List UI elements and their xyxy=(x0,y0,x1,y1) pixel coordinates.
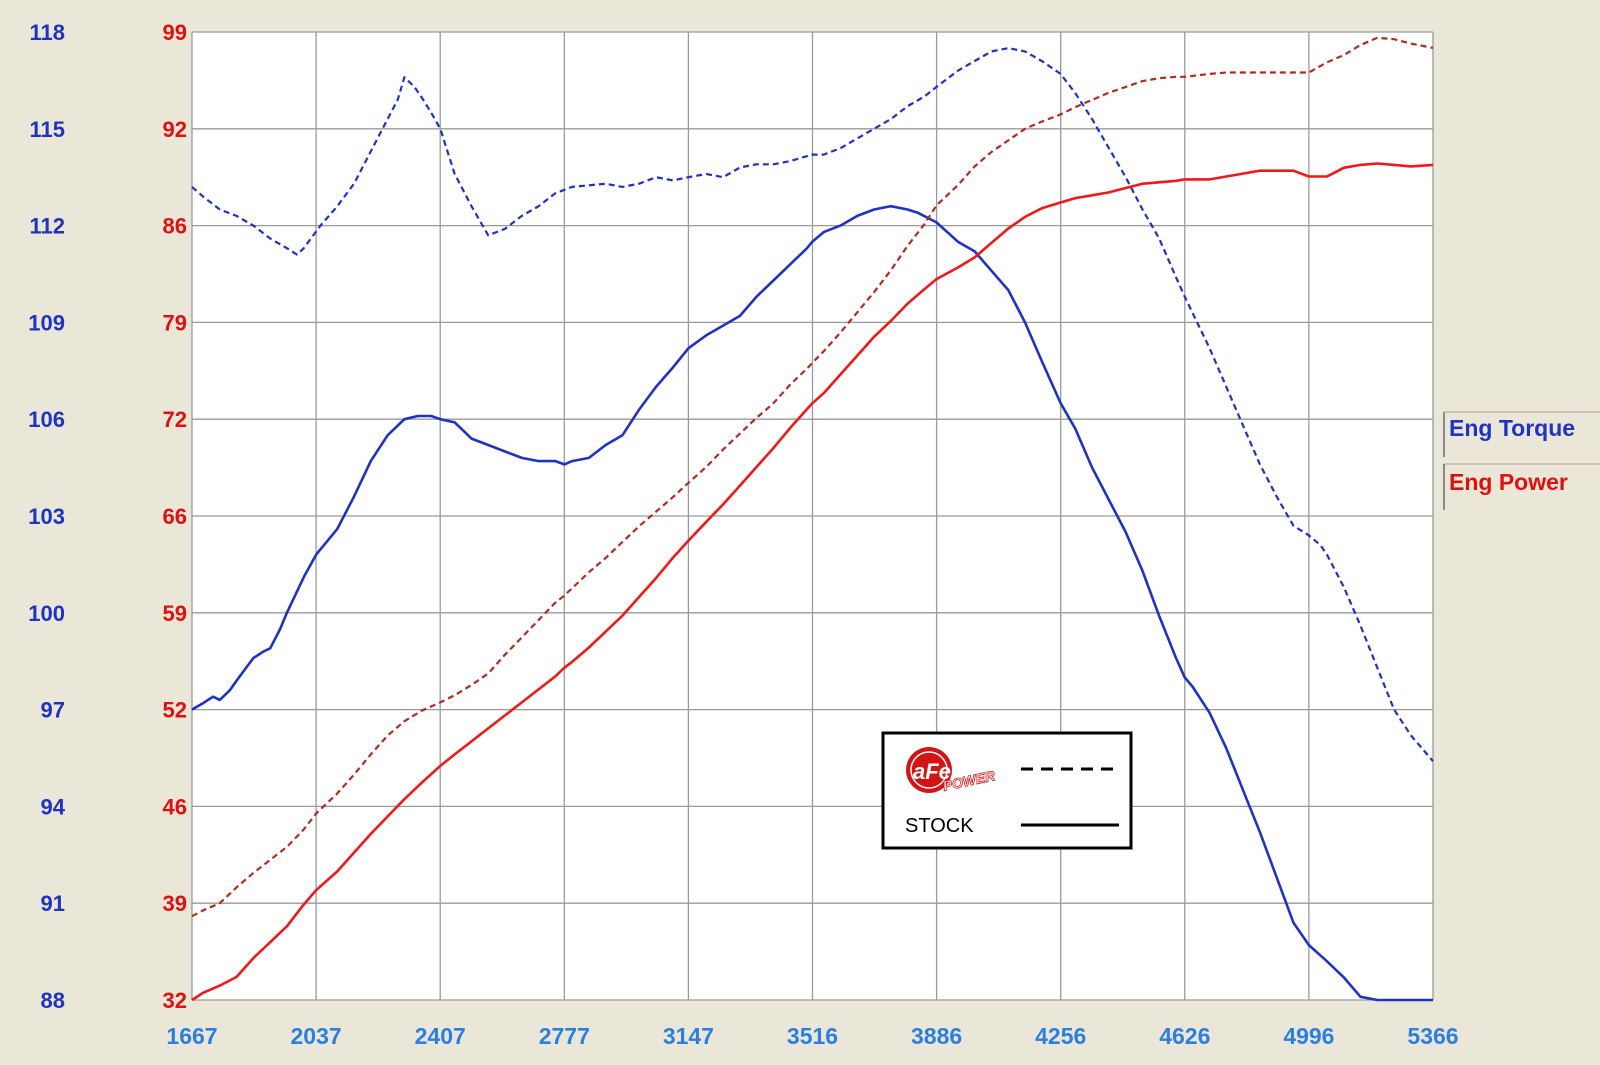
rpm-tick-label: 4626 xyxy=(1159,1023,1210,1049)
afe-logo-text: aFe xyxy=(913,759,951,784)
rpm-tick-label: 1667 xyxy=(166,1023,217,1049)
stock-label: STOCK xyxy=(905,815,974,837)
torque-tick-label: 118 xyxy=(30,20,66,45)
torque-tick-label: 97 xyxy=(41,698,65,723)
rpm-tick-label: 3147 xyxy=(663,1023,714,1049)
rpm-tick-label: 3886 xyxy=(911,1023,962,1049)
power-tick-label: 79 xyxy=(163,310,187,335)
series-lines xyxy=(191,36,1434,1002)
legend-tag-torque[interactable]: Eng Torque xyxy=(1443,411,1600,457)
power-tick-label: 59 xyxy=(163,601,187,626)
power-tick-label: 92 xyxy=(163,117,187,142)
power-tick-label: 72 xyxy=(163,407,187,432)
line-key-box: aFe POWER STOCK xyxy=(881,731,1133,850)
torque-tick-label: 115 xyxy=(30,117,66,142)
rpm-tick-label: 3516 xyxy=(787,1023,838,1049)
legend-tag-power[interactable]: Eng Power xyxy=(1443,463,1600,510)
power-tick-label: 86 xyxy=(163,214,187,239)
torque-tick-label: 106 xyxy=(28,407,65,432)
rpm-tick-label: 2037 xyxy=(291,1023,342,1049)
torque-tick-label: 94 xyxy=(41,794,66,819)
torque-tick-label: 88 xyxy=(41,988,65,1013)
torque-tick-label: 109 xyxy=(28,310,65,335)
rpm-tick-label: 4256 xyxy=(1035,1023,1086,1049)
eng-power-afe-line xyxy=(191,36,1434,918)
eng-torque-stock-line xyxy=(191,204,1433,1002)
axis-ticks: 118 115 112 109 106 103 100 97 94 91 88 99 92 86 79 72 6… xyxy=(28,20,1458,1049)
rpm-tick-label: 4996 xyxy=(1283,1023,1334,1049)
grid xyxy=(191,31,1434,1001)
power-tick-label: 52 xyxy=(163,698,187,723)
torque-tick-label: 103 xyxy=(28,504,65,529)
rpm-tick-label: 2777 xyxy=(539,1023,590,1049)
torque-tick-label: 112 xyxy=(30,214,66,239)
torque-tick-label: 100 xyxy=(28,601,65,626)
power-tick-label: 99 xyxy=(163,20,187,45)
torque-tick-label: 91 xyxy=(41,891,65,916)
legend-torque-label: Eng Torque xyxy=(1449,415,1575,441)
legend-power-label: Eng Power xyxy=(1449,469,1568,495)
power-tick-label: 32 xyxy=(163,988,187,1013)
eng-torque-afe-line xyxy=(191,46,1434,762)
legend-tags: Eng Torque Eng Power xyxy=(1443,411,1600,510)
power-tick-label: 66 xyxy=(163,504,187,529)
rpm-tick-label: 2407 xyxy=(415,1023,466,1049)
eng-power-stock-line xyxy=(191,162,1434,1002)
power-tick-label: 39 xyxy=(163,891,187,916)
power-tick-label: 46 xyxy=(163,794,187,819)
rpm-tick-label: 5366 xyxy=(1407,1023,1458,1049)
